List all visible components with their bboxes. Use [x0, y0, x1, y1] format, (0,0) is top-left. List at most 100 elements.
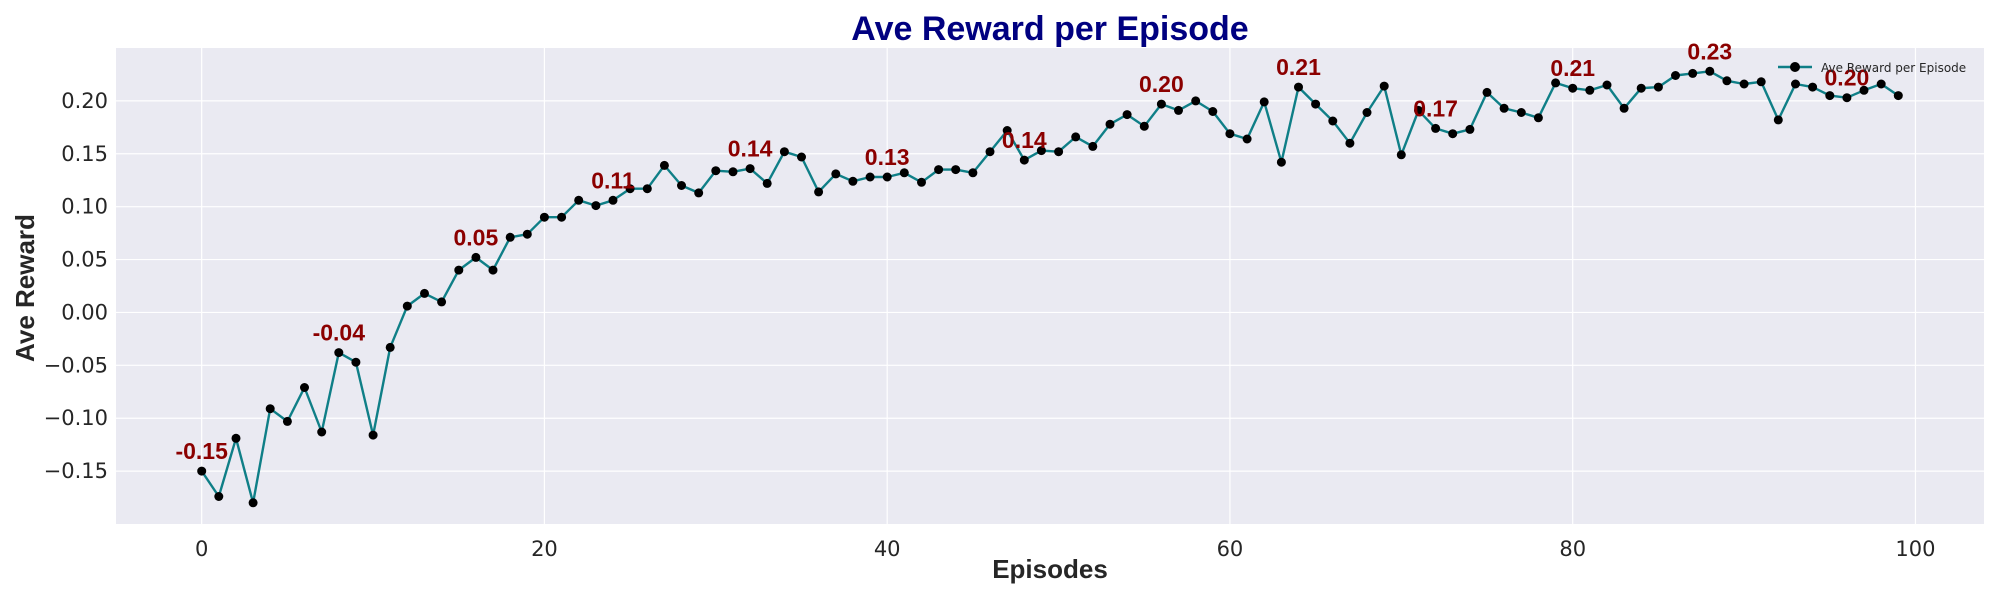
data-point [642, 184, 652, 194]
data-point [814, 187, 824, 197]
data-point [1568, 83, 1578, 93]
data-point [351, 357, 361, 367]
y-tick-label: −0.10 [44, 406, 108, 430]
data-point [1619, 103, 1629, 113]
data-point [1499, 103, 1509, 113]
data-point [420, 288, 429, 298]
x-tick-label: 60 [1217, 537, 1244, 561]
data-point [1054, 147, 1064, 157]
data-point [1482, 87, 1492, 97]
data-label: 0.14 [1002, 127, 1047, 153]
data-point [1842, 93, 1852, 103]
data-point [1431, 123, 1441, 133]
series-line [200, 70, 1899, 504]
data-label: -0.15 [175, 438, 228, 464]
data-point [728, 167, 738, 177]
data-point [317, 427, 327, 437]
x-tick-label: 0 [195, 537, 208, 561]
chart-title: Ave Reward per Episode [851, 10, 1248, 48]
data-point [865, 172, 875, 182]
data-point [1396, 150, 1406, 160]
data-label: 0.11 [591, 167, 635, 193]
data-point [591, 201, 601, 211]
data-point [917, 177, 926, 187]
data-label: 0.21 [1276, 54, 1321, 80]
data-point [1311, 99, 1321, 109]
data-point [1825, 91, 1835, 101]
data-label: 0.05 [454, 224, 499, 250]
data-point [454, 265, 464, 275]
legend: Ave Reward per Episode [1778, 61, 1966, 75]
y-axis-ticks: −0.15 −0.10 −0.05 0.00 0.05 0.10 0.15 0.20 [44, 89, 108, 483]
data-point [1088, 141, 1098, 151]
data-label: 0.13 [865, 144, 910, 170]
x-axis-label: Episodes [992, 554, 1108, 584]
data-point [1448, 129, 1458, 139]
data-point [300, 383, 309, 392]
data-point [968, 168, 978, 178]
data-point [1002, 126, 1012, 135]
data-point [437, 297, 447, 307]
data-point [1071, 132, 1081, 142]
data-point [368, 430, 378, 440]
data-point [231, 433, 241, 443]
data-point [1242, 134, 1252, 144]
y-tick-label: 0.10 [61, 195, 108, 219]
y-tick-label: 0.00 [61, 300, 108, 324]
y-tick-label: −0.15 [44, 459, 108, 483]
legend-label: Ave Reward per Episode [1821, 61, 1966, 75]
data-point [1139, 121, 1149, 131]
y-tick-label: −0.05 [44, 353, 108, 377]
data-point [608, 195, 618, 205]
data-point [1174, 105, 1183, 115]
data-point [402, 301, 412, 311]
y-tick-label: 0.20 [61, 89, 108, 113]
series-group [197, 66, 1903, 508]
data-point [1414, 105, 1423, 115]
data-point [848, 176, 858, 186]
data-point [985, 147, 995, 157]
data-point [1791, 79, 1800, 89]
data-point [1756, 77, 1766, 87]
data-point [1533, 113, 1543, 123]
data-point [711, 166, 721, 176]
data-label: -0.04 [313, 320, 366, 346]
data-point [694, 188, 704, 198]
data-point [1191, 96, 1201, 106]
data-point [1225, 129, 1235, 139]
data-point [539, 212, 549, 222]
x-axis-ticks: 0 20 40 60 80 100 [195, 537, 1935, 561]
data-label: 0.17 [1413, 95, 1458, 121]
data-point [214, 492, 224, 501]
data-point [1876, 79, 1886, 89]
legend-marker-swatch [1790, 62, 1800, 72]
data-point [1328, 116, 1338, 126]
data-point [1893, 91, 1903, 101]
y-tick-label: 0.15 [61, 142, 108, 166]
data-point [505, 232, 515, 242]
data-point [385, 342, 395, 352]
data-point [1636, 83, 1646, 93]
data-point [779, 147, 789, 157]
data-point [1688, 68, 1698, 78]
plot-area [116, 48, 1984, 524]
data-point [1276, 157, 1286, 167]
data-point [197, 466, 207, 476]
data-point [265, 404, 275, 414]
data-point [1705, 66, 1715, 76]
data-point [1208, 107, 1218, 116]
data-point [1585, 85, 1595, 95]
data-point [522, 229, 532, 239]
annotations-group: -0.15 -0.04 0.05 0.11 0.14 0.13 0.14 0.20 0.21 0.… [175, 38, 1869, 464]
data-point [282, 416, 292, 426]
data-label: 0.21 [1550, 55, 1595, 81]
data-label: 0.20 [1825, 65, 1870, 91]
data-point [1259, 97, 1269, 107]
data-point [1105, 119, 1115, 129]
data-point [934, 165, 944, 175]
data-point [1465, 124, 1475, 134]
data-point [248, 498, 258, 508]
y-axis-label: Ave Reward [10, 214, 40, 362]
data-point [1739, 79, 1749, 89]
data-point [899, 168, 909, 178]
